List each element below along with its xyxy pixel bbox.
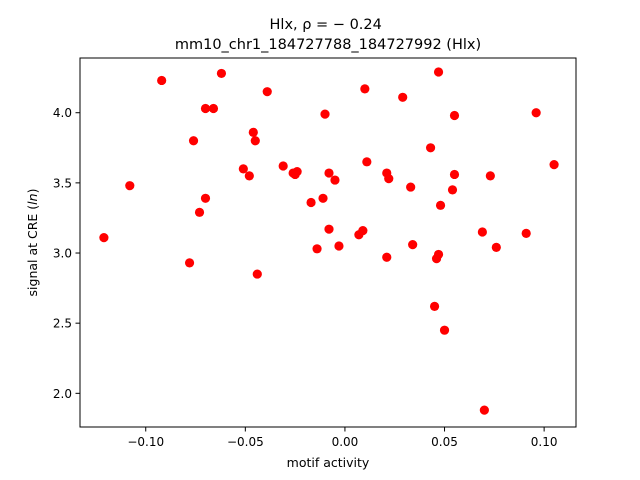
x-tick-label: −0.10 (127, 435, 164, 449)
data-point (398, 92, 408, 102)
chart-title-line-1: Hlx, ρ = − 0.24 (270, 17, 382, 33)
data-point (521, 228, 531, 238)
data-point (324, 224, 334, 234)
data-point (406, 182, 416, 192)
data-point (479, 405, 489, 415)
data-point (531, 108, 541, 118)
data-point (157, 75, 167, 86)
data-point (485, 171, 495, 181)
y-tick-label: 4.0 (53, 106, 72, 120)
data-point (358, 225, 368, 236)
y-tick-label: 3.5 (53, 176, 72, 190)
data-point (99, 232, 109, 243)
data-point (425, 143, 436, 153)
data-point (362, 157, 372, 167)
x-axis-ticks: −0.10 −0.05 0.00 0.05 0.10 (127, 427, 557, 449)
data-point (292, 167, 302, 177)
data-point (248, 127, 258, 137)
data-point (278, 161, 288, 171)
data-point (429, 301, 440, 311)
data-point (324, 168, 334, 178)
data-point (435, 200, 446, 210)
data-point (330, 175, 340, 185)
y-tick-label: 3.0 (53, 247, 72, 261)
plot-frame (79, 57, 577, 428)
data-point (549, 160, 559, 170)
data-point (449, 110, 460, 121)
data-point (194, 207, 205, 217)
data-point (360, 84, 370, 94)
chart-title-line-2: mm10_chr1_184727788_184727992 (Hlx) (175, 37, 481, 53)
chart-title: Hlx, ρ = − 0.24 mm10_chr1_184727788_1847… (175, 17, 481, 53)
data-point (238, 164, 248, 174)
data-point (208, 103, 219, 114)
data-point (408, 240, 418, 250)
data-point (491, 242, 501, 253)
data-point (384, 174, 394, 184)
data-point (433, 67, 444, 77)
data-point (184, 258, 195, 268)
data-point (439, 325, 450, 335)
x-tick-label: 0.10 (531, 435, 558, 449)
data-point (334, 241, 344, 251)
data-point (477, 227, 487, 237)
plot-points (99, 67, 559, 415)
y-tick-label: 2.0 (53, 387, 72, 401)
data-point (382, 252, 392, 262)
x-tick-label: 0.05 (431, 435, 458, 449)
data-point (216, 68, 227, 79)
x-tick-label: 0.00 (332, 435, 359, 449)
data-point (449, 169, 460, 180)
x-tick-label: −0.05 (227, 435, 264, 449)
data-point (188, 136, 199, 146)
data-point (262, 87, 272, 97)
y-axis-ticks: 2.0 2.5 3.0 3.5 4.0 (53, 106, 80, 401)
data-point (200, 103, 211, 114)
data-point (125, 181, 135, 191)
data-point (433, 249, 444, 260)
data-point (312, 244, 322, 254)
y-tick-label: 2.5 (53, 317, 72, 331)
y-axis-label: signal at CRE (ln) (25, 189, 40, 297)
data-point (244, 171, 254, 181)
x-axis-label: motif activity (287, 455, 370, 470)
data-point (318, 193, 328, 203)
data-point (447, 185, 458, 195)
data-point (306, 197, 316, 208)
data-point (200, 193, 211, 203)
data-point (250, 136, 260, 146)
data-point (320, 109, 330, 119)
data-point (252, 269, 262, 279)
